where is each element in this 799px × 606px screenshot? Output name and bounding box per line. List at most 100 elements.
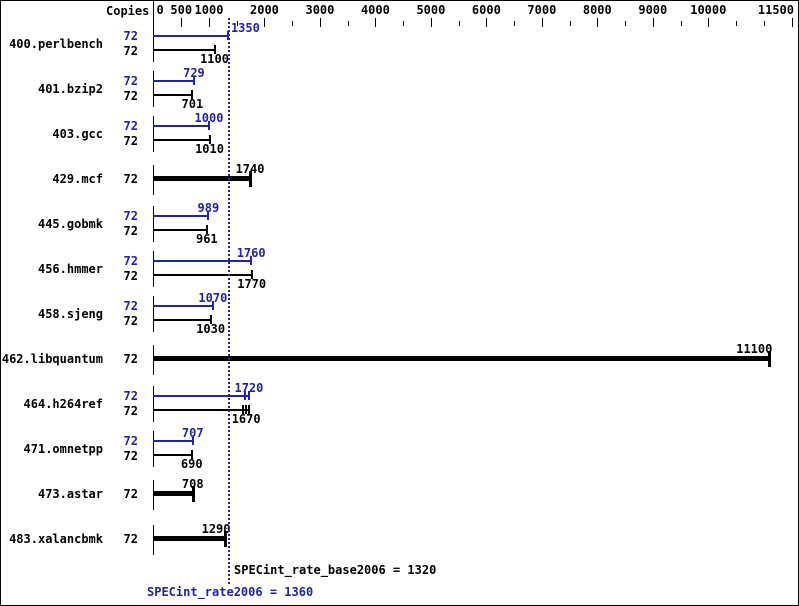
- base-value-label: 708: [181, 477, 204, 491]
- base-bar-end-cap: [191, 90, 194, 99]
- copies-value-base: 72: [123, 224, 138, 238]
- peak-metric-result: SPECint_rate2006 = 1360: [147, 585, 314, 599]
- base-value-label: 1030: [196, 322, 226, 336]
- axis-tick-label: 500: [170, 3, 193, 17]
- axis-major-tick: [597, 18, 599, 27]
- base-value-label: 1010: [195, 142, 224, 156]
- axis-minor-tick: [292, 21, 294, 26]
- row-baseline-bracket: [153, 71, 154, 107]
- axis-minor-tick: [403, 21, 405, 26]
- axis-tick-label: 4000: [360, 3, 390, 17]
- copies-value-base: 72: [123, 89, 138, 103]
- benchmark-label: 462.libquantum: [1, 352, 103, 366]
- base-bar-end-cap: [250, 270, 253, 279]
- peak-bar: [153, 35, 229, 37]
- axis-minor-tick: [347, 21, 349, 26]
- peak-value-label: 1720: [234, 381, 264, 395]
- benchmark-label: 401.bzip2: [37, 82, 103, 96]
- peak-value-label: 707: [181, 426, 204, 440]
- axis-major-tick: [486, 18, 488, 27]
- base-value-label: 690: [180, 457, 203, 471]
- base-bar-end-cap: [248, 405, 251, 414]
- base-bar: [153, 229, 207, 231]
- peak-bar: [153, 260, 252, 262]
- base-value-label: 1290: [201, 522, 231, 536]
- base-bar-end-cap: [205, 225, 208, 234]
- axis-tick-label: 6000: [471, 3, 501, 17]
- peak-value-label: 729: [183, 66, 205, 80]
- benchmark-label: 458.sjeng: [37, 307, 103, 321]
- axis-minor-tick: [569, 21, 571, 26]
- axis-major-tick: [208, 18, 210, 27]
- axis-tick-label: 2000: [250, 3, 279, 17]
- benchmark-label: 403.gcc: [52, 127, 103, 141]
- base-value-label: 1670: [231, 412, 261, 426]
- base-bar: [153, 139, 210, 141]
- benchmark-label: 456.hmmer: [37, 262, 103, 276]
- peak-bar: [153, 440, 193, 442]
- peak-bar-end-cap: [207, 121, 210, 130]
- axis-major-tick: [181, 18, 183, 27]
- axis-tick-label: 1000: [194, 3, 224, 17]
- axis-origin-line: [153, 1, 154, 29]
- base-bar: [153, 454, 192, 456]
- reference-dotted-line: [227, 18, 230, 584]
- benchmark-label: 473.astar: [37, 487, 103, 501]
- copies-value-base: 72: [123, 44, 138, 58]
- base-bar-end-cap: [242, 405, 245, 414]
- base-bar-end-cap: [245, 405, 248, 414]
- base-bar-end-cap: [208, 135, 211, 144]
- base-value-label: 1740: [235, 162, 265, 176]
- copies-value-peak: 72: [123, 119, 138, 133]
- base-bar: [153, 176, 251, 181]
- copies-value-base: 72: [123, 449, 138, 463]
- peak-bar-end-cap: [207, 211, 210, 220]
- copies-value-peak: 72: [123, 389, 138, 403]
- benchmark-label: 429.mcf: [52, 172, 103, 186]
- axis-tick-label: 0: [156, 3, 164, 17]
- peak-value-label: 989: [197, 201, 220, 215]
- copies-value: 72: [123, 532, 138, 546]
- peak-value-label: 1070: [198, 291, 228, 305]
- copies-value-base: 72: [123, 269, 138, 283]
- peak-bar-end-cap: [250, 256, 253, 265]
- benchmark-label: 471.omnetpp: [23, 442, 103, 456]
- base-bar: [153, 94, 193, 96]
- copies-value-peak: 72: [123, 74, 138, 88]
- axis-major-tick: [430, 18, 432, 27]
- copies-value-peak: 72: [123, 434, 138, 448]
- base-bar: [153, 491, 193, 496]
- copies-value: 72: [123, 172, 138, 186]
- base-value-label: 1770: [237, 277, 267, 291]
- axis-major-tick: [791, 18, 793, 27]
- axis-tick-label: 7000: [527, 3, 557, 17]
- peak-bar-end-cap: [244, 391, 247, 400]
- axis-tick-label: 5000: [416, 3, 446, 17]
- peak-bar-end-cap: [192, 76, 195, 85]
- copies-value-peak: 72: [123, 209, 138, 223]
- row-baseline-bracket: [153, 296, 154, 332]
- axis-major-tick: [541, 18, 543, 27]
- peak-bar-end-cap: [211, 301, 214, 310]
- bar-end-cap: [224, 531, 228, 547]
- axis-tick-label: 3000: [305, 3, 335, 17]
- benchmark-label: 483.xalancbmk: [9, 532, 103, 546]
- peak-value-label: 1000: [194, 111, 224, 125]
- peak-bar: [153, 305, 213, 307]
- base-bar-end-cap: [213, 45, 216, 54]
- benchmark-label: 400.perlbench: [9, 37, 103, 51]
- base-bar: [153, 319, 211, 321]
- axis-tick-label: 10000: [690, 3, 727, 17]
- copies-value: 72: [123, 352, 138, 366]
- bar-end-cap: [191, 486, 195, 502]
- base-value-label: 961: [195, 232, 218, 246]
- peak-bar-end-cap: [247, 391, 250, 400]
- base-metric-result: SPECint_rate_base2006 = 1320: [234, 563, 437, 577]
- peak-value-label: 1350: [230, 21, 260, 35]
- axis-tick-label: 11500: [757, 3, 794, 17]
- benchmark-label: 445.gobmk: [37, 217, 103, 231]
- base-bar-end-cap: [190, 450, 193, 459]
- peak-bar: [153, 80, 194, 82]
- copies-column-header: Copies: [106, 4, 150, 18]
